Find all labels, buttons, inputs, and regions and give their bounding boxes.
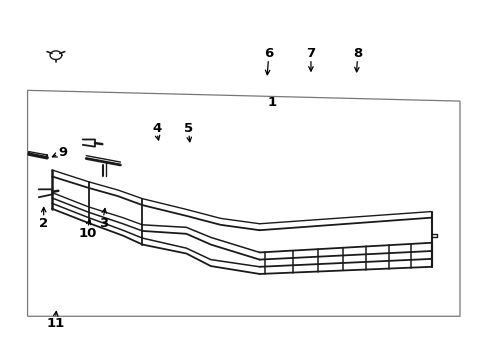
Text: 9: 9 <box>59 145 68 158</box>
Text: 3: 3 <box>98 216 108 230</box>
Text: 8: 8 <box>353 47 362 60</box>
Text: 7: 7 <box>306 47 316 60</box>
Text: 2: 2 <box>39 216 48 230</box>
Text: 1: 1 <box>268 96 276 109</box>
Text: 10: 10 <box>78 226 97 239</box>
Text: 5: 5 <box>184 122 194 135</box>
Text: 4: 4 <box>152 122 162 135</box>
Text: 6: 6 <box>264 47 273 60</box>
Text: 11: 11 <box>46 317 65 330</box>
